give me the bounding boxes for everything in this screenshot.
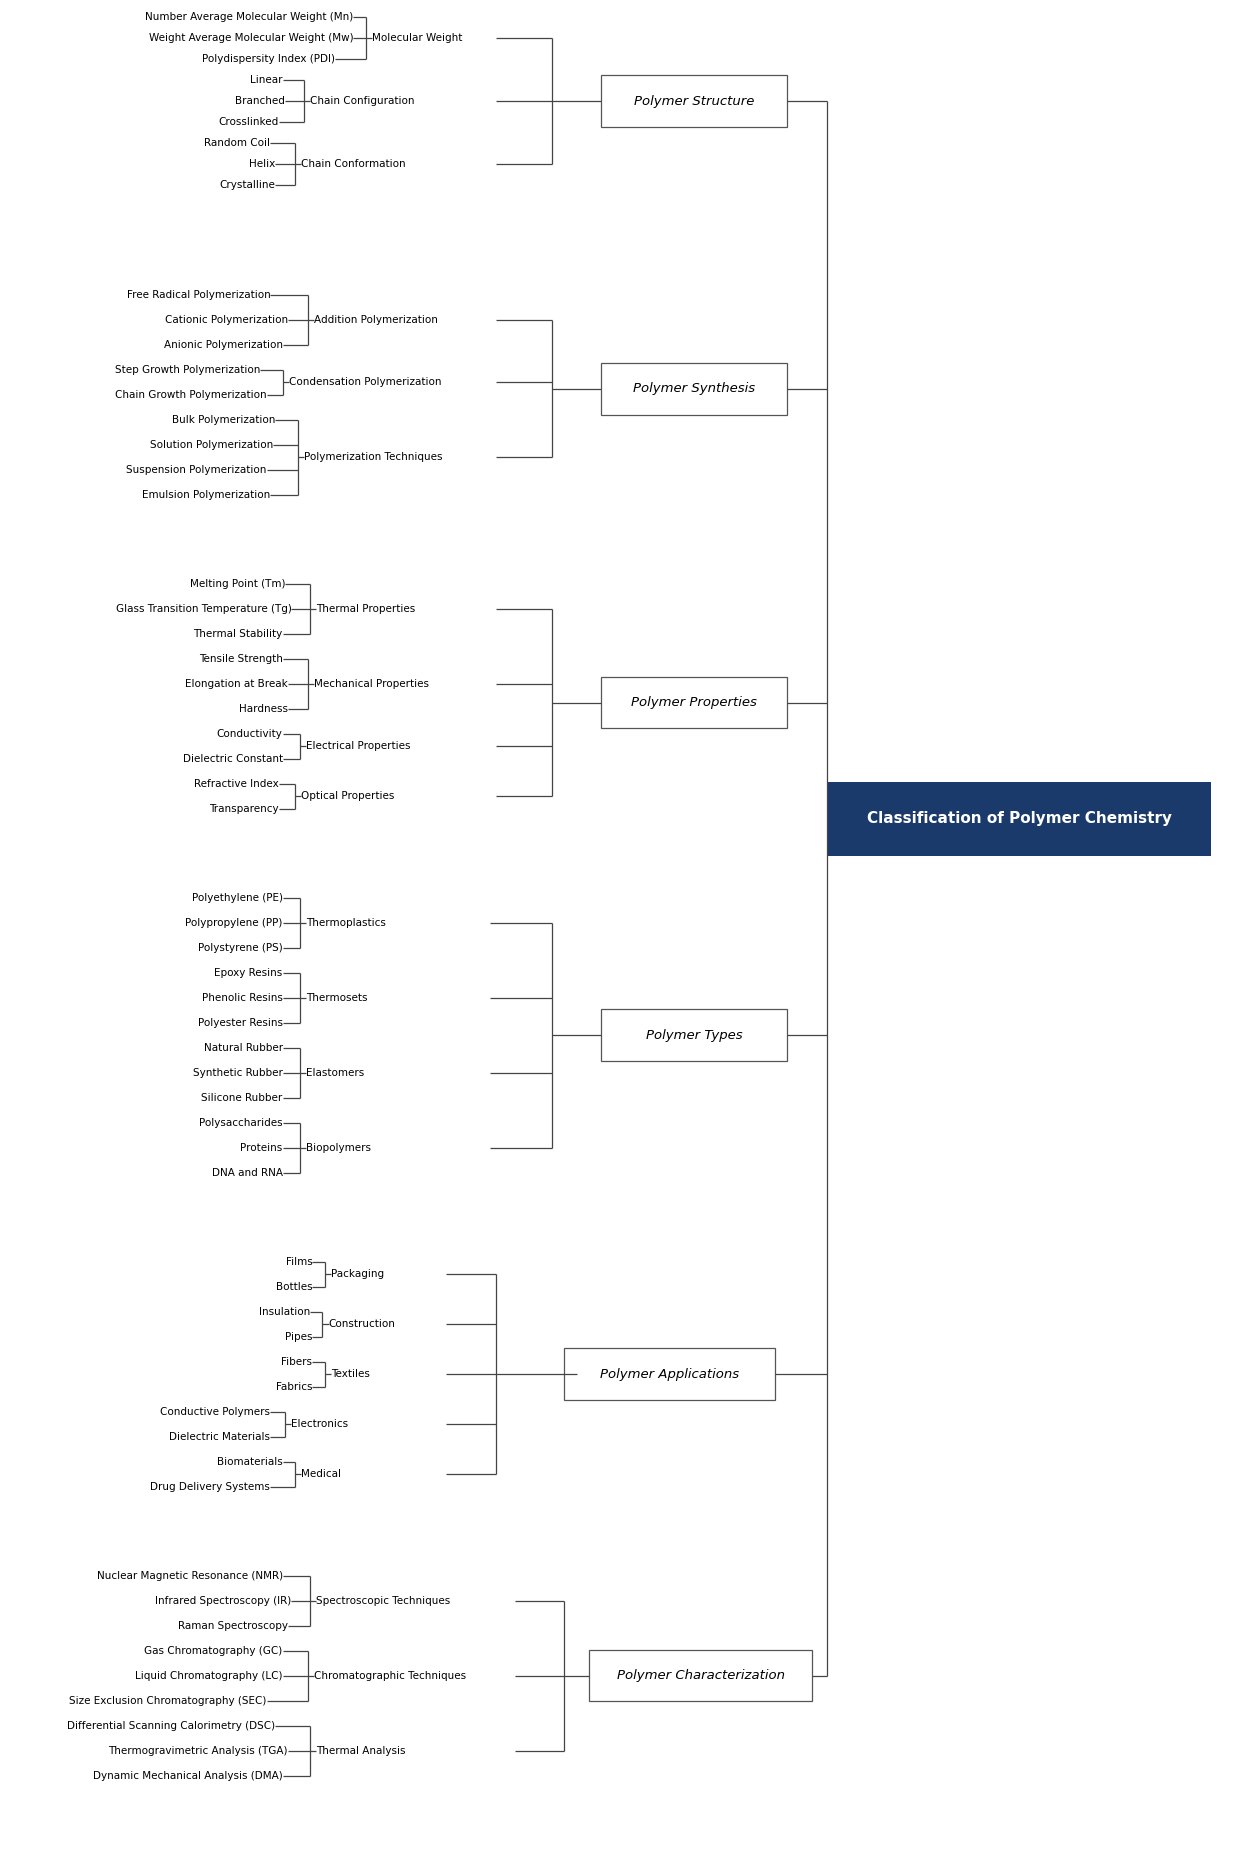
- Text: Drug Delivery Systems: Drug Delivery Systems: [150, 1482, 270, 1491]
- Text: Chain Conformation: Chain Conformation: [301, 159, 405, 169]
- Text: Emulsion Polymerization: Emulsion Polymerization: [143, 491, 270, 500]
- FancyBboxPatch shape: [564, 1348, 775, 1400]
- Text: Polyethylene (PE): Polyethylene (PE): [192, 893, 283, 902]
- Text: Thermoplastics: Thermoplastics: [306, 919, 386, 928]
- Text: Optical Properties: Optical Properties: [301, 791, 394, 802]
- FancyBboxPatch shape: [601, 76, 787, 128]
- Text: Glass Transition Temperature (Tg): Glass Transition Temperature (Tg): [115, 604, 291, 613]
- FancyBboxPatch shape: [601, 1009, 787, 1061]
- Text: Molecular Weight: Molecular Weight: [372, 33, 463, 43]
- Text: Condensation Polymerization: Condensation Polymerization: [289, 378, 441, 387]
- Text: Polymer Types: Polymer Types: [646, 1028, 743, 1041]
- Text: Helix: Helix: [249, 159, 275, 169]
- Text: Medical: Medical: [301, 1469, 341, 1480]
- Text: Crystalline: Crystalline: [219, 180, 275, 191]
- Text: Electronics: Electronics: [291, 1419, 348, 1430]
- Text: Elastomers: Elastomers: [306, 1069, 365, 1078]
- Text: Nuclear Magnetic Resonance (NMR): Nuclear Magnetic Resonance (NMR): [97, 1570, 283, 1580]
- Text: Polypropylene (PP): Polypropylene (PP): [185, 919, 283, 928]
- FancyBboxPatch shape: [589, 1650, 812, 1702]
- Text: Weight Average Molecular Weight (Mw): Weight Average Molecular Weight (Mw): [149, 33, 353, 43]
- Text: Free Radical Polymerization: Free Radical Polymerization: [126, 291, 270, 300]
- Text: Thermal Analysis: Thermal Analysis: [316, 1746, 405, 1756]
- Text: Suspension Polymerization: Suspension Polymerization: [126, 465, 267, 474]
- Text: Biomaterials: Biomaterials: [217, 1458, 283, 1467]
- Text: Films: Films: [285, 1258, 312, 1267]
- Text: Synthetic Rubber: Synthetic Rubber: [193, 1069, 283, 1078]
- Text: Random Coil: Random Coil: [205, 139, 270, 148]
- Text: Chain Growth Polymerization: Chain Growth Polymerization: [115, 391, 267, 400]
- Text: DNA and RNA: DNA and RNA: [212, 1169, 283, 1178]
- FancyBboxPatch shape: [601, 363, 787, 415]
- Text: Thermal Stability: Thermal Stability: [193, 630, 283, 639]
- Text: Melting Point (Tm): Melting Point (Tm): [190, 580, 285, 589]
- Text: Polystyrene (PS): Polystyrene (PS): [198, 943, 283, 952]
- Text: Tensile Strength: Tensile Strength: [198, 654, 283, 663]
- Text: Chain Configuration: Chain Configuration: [310, 96, 414, 106]
- Text: Transparency: Transparency: [210, 804, 279, 813]
- FancyBboxPatch shape: [601, 676, 787, 728]
- Text: Cationic Polymerization: Cationic Polymerization: [165, 315, 288, 324]
- Text: Silicone Rubber: Silicone Rubber: [201, 1093, 283, 1102]
- Text: Branched: Branched: [236, 96, 285, 106]
- Text: Thermogravimetric Analysis (TGA): Thermogravimetric Analysis (TGA): [108, 1746, 288, 1756]
- Text: Thermosets: Thermosets: [306, 993, 368, 1002]
- Text: Insulation: Insulation: [259, 1308, 310, 1317]
- Text: Electrical Properties: Electrical Properties: [306, 741, 410, 752]
- Text: Fibers: Fibers: [281, 1358, 312, 1367]
- Text: Anionic Polymerization: Anionic Polymerization: [164, 341, 283, 350]
- Text: Natural Rubber: Natural Rubber: [203, 1043, 283, 1052]
- Text: Infrared Spectroscopy (IR): Infrared Spectroscopy (IR): [155, 1596, 291, 1606]
- Text: Polyester Resins: Polyester Resins: [197, 1019, 283, 1028]
- Text: Epoxy Resins: Epoxy Resins: [215, 969, 283, 978]
- Text: Polymerization Techniques: Polymerization Techniques: [304, 452, 443, 463]
- Text: Dielectric Constant: Dielectric Constant: [182, 754, 283, 763]
- Text: Mechanical Properties: Mechanical Properties: [314, 680, 429, 689]
- Text: Linear: Linear: [250, 74, 283, 85]
- Text: Refractive Index: Refractive Index: [195, 780, 279, 789]
- Text: Hardness: Hardness: [238, 704, 288, 713]
- Text: Bulk Polymerization: Bulk Polymerization: [172, 415, 275, 424]
- Text: Polymer Applications: Polymer Applications: [600, 1367, 739, 1380]
- Text: Bottles: Bottles: [275, 1282, 312, 1291]
- Text: Polymer Characterization: Polymer Characterization: [616, 1669, 785, 1682]
- Text: Conductivity: Conductivity: [217, 730, 283, 739]
- Text: Differential Scanning Calorimetry (DSC): Differential Scanning Calorimetry (DSC): [67, 1721, 275, 1730]
- Text: Polymer Synthesis: Polymer Synthesis: [634, 382, 755, 394]
- Text: Raman Spectroscopy: Raman Spectroscopy: [177, 1620, 288, 1630]
- Text: Classification of Polymer Chemistry: Classification of Polymer Chemistry: [867, 811, 1172, 826]
- Text: Dielectric Materials: Dielectric Materials: [170, 1432, 270, 1441]
- Text: Textiles: Textiles: [331, 1369, 370, 1380]
- Text: Fabrics: Fabrics: [277, 1382, 312, 1391]
- Text: Liquid Chromatography (LC): Liquid Chromatography (LC): [135, 1671, 283, 1680]
- Text: Gas Chromatography (GC): Gas Chromatography (GC): [145, 1646, 283, 1656]
- Text: Construction: Construction: [329, 1319, 396, 1330]
- Text: Pipes: Pipes: [285, 1332, 312, 1341]
- Text: Spectroscopic Techniques: Spectroscopic Techniques: [316, 1596, 450, 1606]
- Text: Solution Polymerization: Solution Polymerization: [150, 441, 273, 450]
- Text: Number Average Molecular Weight (Mn): Number Average Molecular Weight (Mn): [145, 11, 353, 22]
- Text: Thermal Properties: Thermal Properties: [316, 604, 415, 613]
- Text: Polydispersity Index (PDI): Polydispersity Index (PDI): [202, 54, 335, 65]
- Text: Proteins: Proteins: [241, 1143, 283, 1152]
- Text: Polymer Properties: Polymer Properties: [631, 696, 758, 709]
- Text: Polysaccharides: Polysaccharides: [200, 1119, 283, 1128]
- Text: Dynamic Mechanical Analysis (DMA): Dynamic Mechanical Analysis (DMA): [93, 1771, 283, 1780]
- Text: Polymer Structure: Polymer Structure: [634, 94, 755, 107]
- Text: Crosslinked: Crosslinked: [218, 117, 279, 128]
- Text: Phenolic Resins: Phenolic Resins: [202, 993, 283, 1002]
- Text: Size Exclusion Chromatography (SEC): Size Exclusion Chromatography (SEC): [69, 1696, 267, 1706]
- Text: Biopolymers: Biopolymers: [306, 1143, 371, 1152]
- Text: Addition Polymerization: Addition Polymerization: [314, 315, 438, 324]
- Text: Chromatographic Techniques: Chromatographic Techniques: [314, 1671, 466, 1680]
- Text: Step Growth Polymerization: Step Growth Polymerization: [115, 365, 260, 374]
- Text: Conductive Polymers: Conductive Polymers: [160, 1408, 270, 1417]
- Text: Elongation at Break: Elongation at Break: [185, 680, 288, 689]
- Text: Packaging: Packaging: [331, 1269, 384, 1280]
- FancyBboxPatch shape: [827, 782, 1211, 856]
